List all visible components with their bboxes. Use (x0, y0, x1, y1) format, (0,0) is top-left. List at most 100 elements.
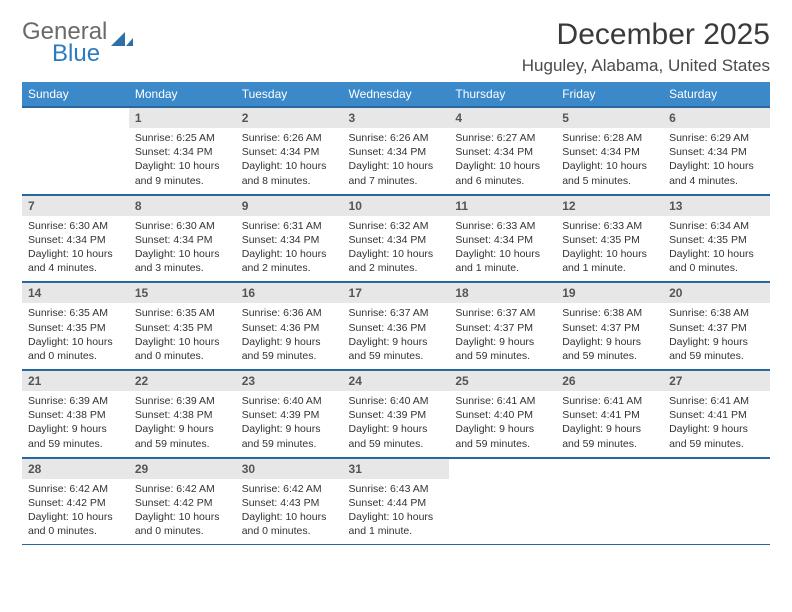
day-number: 21 (22, 371, 129, 391)
day-cell: 4Sunrise: 6:27 AMSunset: 4:34 PMDaylight… (449, 107, 556, 195)
sunrise-text: Sunrise: 6:31 AM (242, 219, 337, 233)
day-details: Sunrise: 6:42 AMSunset: 4:42 PMDaylight:… (129, 479, 236, 545)
day-details: Sunrise: 6:40 AMSunset: 4:39 PMDaylight:… (343, 391, 450, 457)
col-saturday: Saturday (663, 82, 770, 107)
daylight-text: Daylight: 10 hours and 2 minutes. (242, 247, 337, 275)
day-cell: 6Sunrise: 6:29 AMSunset: 4:34 PMDaylight… (663, 107, 770, 195)
day-cell: 16Sunrise: 6:36 AMSunset: 4:36 PMDayligh… (236, 282, 343, 370)
sunset-text: Sunset: 4:38 PM (28, 408, 123, 422)
day-details: Sunrise: 6:31 AMSunset: 4:34 PMDaylight:… (236, 216, 343, 282)
day-cell: 17Sunrise: 6:37 AMSunset: 4:36 PMDayligh… (343, 282, 450, 370)
sunset-text: Sunset: 4:41 PM (669, 408, 764, 422)
day-details: Sunrise: 6:42 AMSunset: 4:42 PMDaylight:… (22, 479, 129, 545)
sunrise-text: Sunrise: 6:41 AM (455, 394, 550, 408)
sunset-text: Sunset: 4:34 PM (455, 145, 550, 159)
day-details: Sunrise: 6:25 AMSunset: 4:34 PMDaylight:… (129, 128, 236, 194)
day-cell (22, 107, 129, 195)
day-cell: 25Sunrise: 6:41 AMSunset: 4:40 PMDayligh… (449, 370, 556, 458)
day-cell: 1Sunrise: 6:25 AMSunset: 4:34 PMDaylight… (129, 107, 236, 195)
day-cell: 22Sunrise: 6:39 AMSunset: 4:38 PMDayligh… (129, 370, 236, 458)
daylight-text: Daylight: 10 hours and 2 minutes. (349, 247, 444, 275)
day-details: Sunrise: 6:38 AMSunset: 4:37 PMDaylight:… (556, 303, 663, 369)
sunset-text: Sunset: 4:34 PM (242, 145, 337, 159)
daylight-text: Daylight: 10 hours and 6 minutes. (455, 159, 550, 187)
sunrise-text: Sunrise: 6:40 AM (349, 394, 444, 408)
sunrise-text: Sunrise: 6:42 AM (135, 482, 230, 496)
day-details: Sunrise: 6:37 AMSunset: 4:37 PMDaylight:… (449, 303, 556, 369)
day-details: Sunrise: 6:29 AMSunset: 4:34 PMDaylight:… (663, 128, 770, 194)
daylight-text: Daylight: 10 hours and 9 minutes. (135, 159, 230, 187)
daylight-text: Daylight: 10 hours and 4 minutes. (28, 247, 123, 275)
sunset-text: Sunset: 4:34 PM (669, 145, 764, 159)
sunrise-text: Sunrise: 6:38 AM (669, 306, 764, 320)
daylight-text: Daylight: 9 hours and 59 minutes. (242, 422, 337, 450)
day-number: 27 (663, 371, 770, 391)
week-row: 28Sunrise: 6:42 AMSunset: 4:42 PMDayligh… (22, 458, 770, 545)
sunrise-text: Sunrise: 6:43 AM (349, 482, 444, 496)
day-number: 8 (129, 196, 236, 216)
day-details: Sunrise: 6:38 AMSunset: 4:37 PMDaylight:… (663, 303, 770, 369)
sunrise-text: Sunrise: 6:35 AM (28, 306, 123, 320)
day-number: 9 (236, 196, 343, 216)
month-title: December 2025 (522, 18, 770, 52)
sunset-text: Sunset: 4:34 PM (28, 233, 123, 247)
day-details: Sunrise: 6:39 AMSunset: 4:38 PMDaylight:… (129, 391, 236, 457)
day-cell: 29Sunrise: 6:42 AMSunset: 4:42 PMDayligh… (129, 458, 236, 545)
day-cell (663, 458, 770, 545)
col-thursday: Thursday (449, 82, 556, 107)
day-number: 26 (556, 371, 663, 391)
day-details: Sunrise: 6:35 AMSunset: 4:35 PMDaylight:… (22, 303, 129, 369)
day-details: Sunrise: 6:33 AMSunset: 4:35 PMDaylight:… (556, 216, 663, 282)
col-monday: Monday (129, 82, 236, 107)
day-details: Sunrise: 6:32 AMSunset: 4:34 PMDaylight:… (343, 216, 450, 282)
sunset-text: Sunset: 4:34 PM (455, 233, 550, 247)
day-cell: 9Sunrise: 6:31 AMSunset: 4:34 PMDaylight… (236, 195, 343, 283)
daylight-text: Daylight: 9 hours and 59 minutes. (562, 335, 657, 363)
sunrise-text: Sunrise: 6:36 AM (242, 306, 337, 320)
sunset-text: Sunset: 4:35 PM (28, 321, 123, 335)
header: General Blue December 2025 Huguley, Alab… (22, 18, 770, 76)
daylight-text: Daylight: 10 hours and 0 minutes. (669, 247, 764, 275)
day-number: 13 (663, 196, 770, 216)
day-cell: 26Sunrise: 6:41 AMSunset: 4:41 PMDayligh… (556, 370, 663, 458)
day-cell (556, 458, 663, 545)
daylight-text: Daylight: 10 hours and 5 minutes. (562, 159, 657, 187)
sunset-text: Sunset: 4:37 PM (669, 321, 764, 335)
sunrise-text: Sunrise: 6:30 AM (28, 219, 123, 233)
day-details: Sunrise: 6:41 AMSunset: 4:41 PMDaylight:… (663, 391, 770, 457)
daylight-text: Daylight: 10 hours and 0 minutes. (135, 335, 230, 363)
day-number: 7 (22, 196, 129, 216)
day-cell: 24Sunrise: 6:40 AMSunset: 4:39 PMDayligh… (343, 370, 450, 458)
day-number: 29 (129, 459, 236, 479)
daylight-text: Daylight: 10 hours and 8 minutes. (242, 159, 337, 187)
sail-icon (111, 25, 133, 39)
day-details: Sunrise: 6:26 AMSunset: 4:34 PMDaylight:… (343, 128, 450, 194)
daylight-text: Daylight: 10 hours and 1 minute. (455, 247, 550, 275)
day-number: 22 (129, 371, 236, 391)
day-cell: 19Sunrise: 6:38 AMSunset: 4:37 PMDayligh… (556, 282, 663, 370)
sunrise-text: Sunrise: 6:39 AM (135, 394, 230, 408)
day-details: Sunrise: 6:34 AMSunset: 4:35 PMDaylight:… (663, 216, 770, 282)
day-details: Sunrise: 6:42 AMSunset: 4:43 PMDaylight:… (236, 479, 343, 545)
calendar-table: Sunday Monday Tuesday Wednesday Thursday… (22, 82, 770, 545)
sunrise-text: Sunrise: 6:28 AM (562, 131, 657, 145)
day-number: 18 (449, 283, 556, 303)
sunset-text: Sunset: 4:34 PM (135, 145, 230, 159)
day-number: 14 (22, 283, 129, 303)
sunset-text: Sunset: 4:42 PM (135, 496, 230, 510)
week-row: 1Sunrise: 6:25 AMSunset: 4:34 PMDaylight… (22, 107, 770, 195)
sunset-text: Sunset: 4:38 PM (135, 408, 230, 422)
day-number: 24 (343, 371, 450, 391)
day-number: 23 (236, 371, 343, 391)
day-cell: 13Sunrise: 6:34 AMSunset: 4:35 PMDayligh… (663, 195, 770, 283)
sunset-text: Sunset: 4:35 PM (562, 233, 657, 247)
daylight-text: Daylight: 10 hours and 1 minute. (349, 510, 444, 538)
daylight-text: Daylight: 10 hours and 7 minutes. (349, 159, 444, 187)
daylight-text: Daylight: 9 hours and 59 minutes. (455, 335, 550, 363)
day-cell: 7 Sunrise: 6:30 AMSunset: 4:34 PMDaylight… (22, 195, 129, 283)
daylight-text: Daylight: 9 hours and 59 minutes. (28, 422, 123, 450)
daylight-text: Daylight: 9 hours and 59 minutes. (242, 335, 337, 363)
day-cell: 20Sunrise: 6:38 AMSunset: 4:37 PMDayligh… (663, 282, 770, 370)
daylight-text: Daylight: 9 hours and 59 minutes. (669, 422, 764, 450)
day-number: 19 (556, 283, 663, 303)
